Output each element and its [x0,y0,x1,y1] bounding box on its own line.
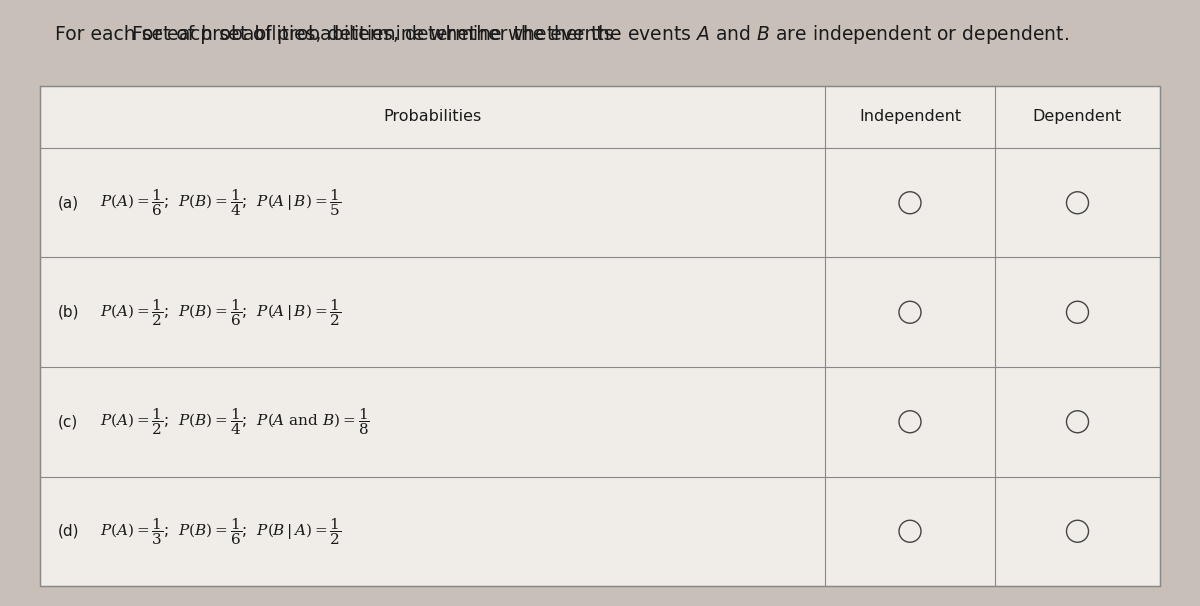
Text: Independent: Independent [859,110,961,124]
Text: (d): (d) [58,524,79,539]
Text: $P(A) = \dfrac{1}{6}$;  $P(B) = \dfrac{1}{4}$;  $P(A\,|\,B) = \dfrac{1}{5}$: $P(A) = \dfrac{1}{6}$; $P(B) = \dfrac{1}… [100,187,341,218]
Text: Probabilities: Probabilities [383,110,481,124]
Text: (c): (c) [58,415,78,429]
Text: $P(A) = \dfrac{1}{2}$;  $P(B) = \dfrac{1}{6}$;  $P(A\,|\,B) = \dfrac{1}{2}$: $P(A) = \dfrac{1}{2}$; $P(B) = \dfrac{1}… [100,297,341,328]
Text: $P(A) = \dfrac{1}{3}$;  $P(B) = \dfrac{1}{6}$;  $P(B\,|\,A) = \dfrac{1}{2}$: $P(A) = \dfrac{1}{3}$; $P(B) = \dfrac{1}… [100,516,341,547]
Text: Dependent: Dependent [1033,110,1122,124]
Text: $P(A) = \dfrac{1}{2}$;  $P(B) = \dfrac{1}{4}$;  $P(A\text{ and }B) = \dfrac{1}{8: $P(A) = \dfrac{1}{2}$; $P(B) = \dfrac{1}… [100,407,370,437]
Text: (b): (b) [58,305,79,320]
Bar [40,86,1160,586]
Text: For each set of probabilities, determine whether the events $A$ and $B$ are inde: For each set of probabilities, determine… [131,22,1069,45]
Text: For each set of probabilities, determine whether the events: For each set of probabilities, determine… [55,24,619,44]
Text: (a): (a) [58,195,79,210]
